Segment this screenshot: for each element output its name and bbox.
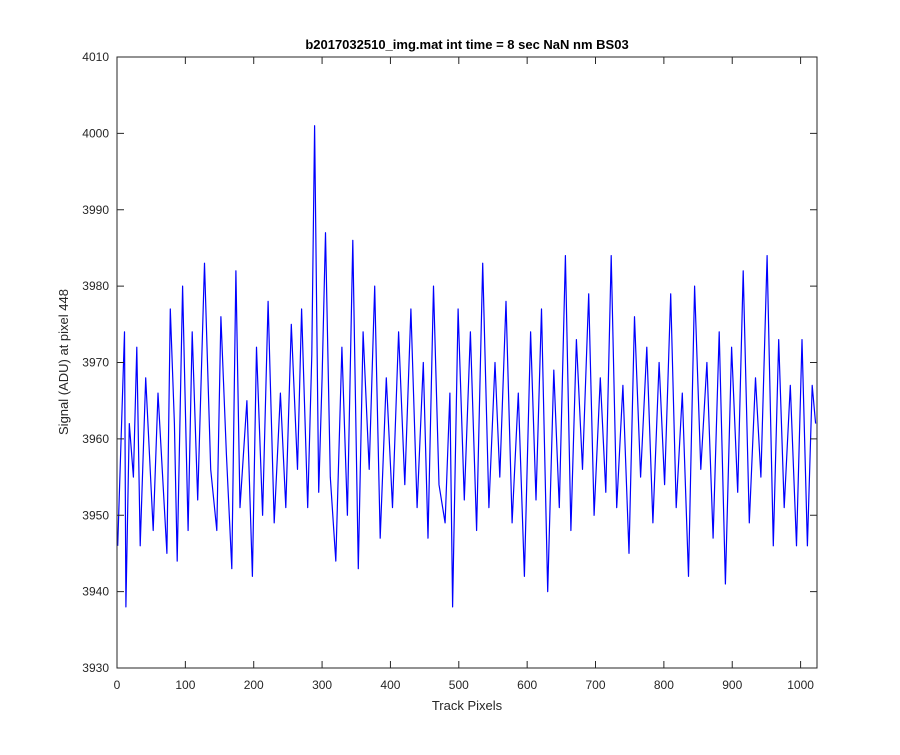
- y-tick-label: 3970: [82, 356, 109, 370]
- series-line: [117, 125, 817, 608]
- x-tick-label: 400: [380, 678, 400, 692]
- y-tick-label: 3950: [82, 508, 109, 522]
- x-axis: 0 100 200 300 400 500 600 700 800 900 1000: [114, 57, 814, 692]
- y-tick-label: 3980: [82, 279, 109, 293]
- x-tick-label: 300: [312, 678, 332, 692]
- x-tick-label: 0: [114, 678, 121, 692]
- y-axis-label: Signal (ADU) at pixel 448: [56, 289, 71, 435]
- x-axis-label: Track Pixels: [432, 698, 503, 713]
- y-tick-label: 3940: [82, 585, 109, 599]
- plot-area: [117, 57, 817, 668]
- y-axis: 3930 3940 3950 3960 3970 3980 3990 4000 4010: [82, 50, 817, 675]
- chart-title: b2017032510_img.mat int time = 8 sec NaN…: [305, 37, 628, 52]
- x-tick-label: 500: [449, 678, 469, 692]
- y-tick-label: 4000: [82, 126, 109, 140]
- y-tick-label: 3930: [82, 661, 109, 675]
- y-tick-label: 3990: [82, 203, 109, 217]
- x-tick-label: 200: [244, 678, 264, 692]
- x-tick-label: 600: [517, 678, 537, 692]
- y-tick-label: 4010: [82, 50, 109, 64]
- x-tick-label: 900: [722, 678, 742, 692]
- y-tick-label: 3960: [82, 432, 109, 446]
- x-tick-label: 800: [654, 678, 674, 692]
- x-tick-label: 700: [586, 678, 606, 692]
- series-layer: [117, 125, 817, 608]
- x-tick-label: 100: [175, 678, 195, 692]
- x-tick-label: 1000: [787, 678, 814, 692]
